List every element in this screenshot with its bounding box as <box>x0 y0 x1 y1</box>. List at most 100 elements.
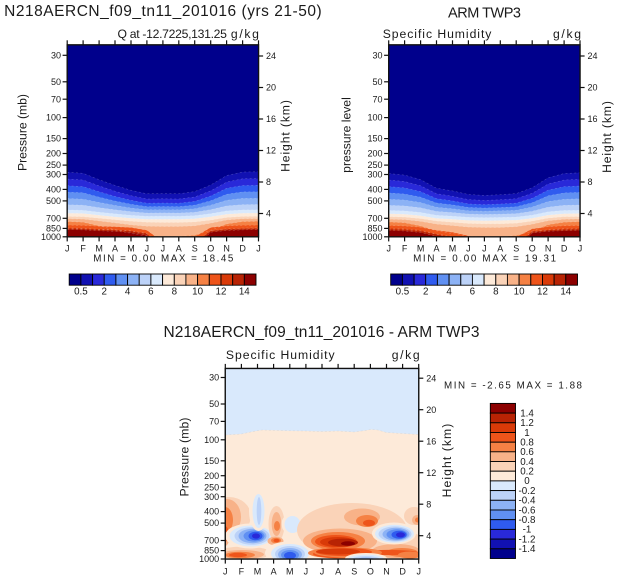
svg-text:J: J <box>466 244 471 254</box>
svg-text:Pressure (mb): Pressure (mb) <box>16 94 30 171</box>
svg-text:MIN = 0.00 MAX = 18.45: MIN = 0.00 MAX = 18.45 <box>93 254 234 265</box>
svg-text:M: M <box>95 244 103 254</box>
svg-text:J: J <box>320 567 325 577</box>
svg-text:O: O <box>207 244 214 254</box>
svg-text:150: 150 <box>204 456 219 466</box>
svg-text:20: 20 <box>426 405 436 415</box>
svg-text:J: J <box>161 244 166 254</box>
svg-text:10: 10 <box>514 287 525 298</box>
svg-text:1: 1 <box>524 428 529 439</box>
svg-text:250: 250 <box>204 482 219 492</box>
svg-text:300: 300 <box>204 492 219 502</box>
svg-text:g/kg: g/kg <box>392 348 420 362</box>
svg-text:J: J <box>482 244 487 254</box>
svg-text:Specific Humidity: Specific Humidity <box>383 27 493 41</box>
svg-text:24: 24 <box>588 51 598 61</box>
svg-text:20: 20 <box>266 83 276 93</box>
svg-text:Specific Humidity: Specific Humidity <box>226 348 336 362</box>
svg-text:pressure level: pressure level <box>340 97 354 173</box>
svg-text:4: 4 <box>446 287 452 298</box>
svg-text:Height (km): Height (km) <box>600 101 614 173</box>
svg-text:1000: 1000 <box>199 554 219 564</box>
svg-text:50: 50 <box>209 399 219 409</box>
svg-text:8: 8 <box>266 177 271 187</box>
svg-text:700: 700 <box>46 213 61 223</box>
svg-text:1.2: 1.2 <box>520 418 534 429</box>
svg-text:0.4: 0.4 <box>520 457 534 468</box>
svg-text:A: A <box>433 244 439 254</box>
svg-text:30: 30 <box>51 50 61 60</box>
svg-text:N: N <box>545 244 552 254</box>
svg-text:A: A <box>497 244 503 254</box>
svg-text:12: 12 <box>537 287 548 298</box>
svg-text:J: J <box>386 244 391 254</box>
svg-text:Height (km): Height (km) <box>440 424 454 498</box>
svg-text:500: 500 <box>367 196 382 206</box>
svg-text:S: S <box>351 567 357 577</box>
svg-text:J: J <box>304 567 309 577</box>
svg-text:16: 16 <box>426 436 436 446</box>
svg-text:1000: 1000 <box>41 232 61 242</box>
svg-text:0.6: 0.6 <box>520 447 534 458</box>
svg-text:-1: -1 <box>523 525 532 536</box>
svg-text:10: 10 <box>192 287 203 298</box>
svg-text:N218AERCN_f09_tn11_201016 (yrs: N218AERCN_f09_tn11_201016 (yrs 21-50) <box>4 3 322 20</box>
svg-text:12: 12 <box>426 468 436 478</box>
svg-text:D: D <box>561 244 568 254</box>
svg-text:N: N <box>223 244 230 254</box>
svg-text:S: S <box>192 244 198 254</box>
svg-text:400: 400 <box>367 185 382 195</box>
svg-text:0: 0 <box>524 476 530 487</box>
svg-text:400: 400 <box>46 185 61 195</box>
svg-text:M: M <box>417 244 425 254</box>
svg-text:-0.2: -0.2 <box>519 486 536 497</box>
svg-text:700: 700 <box>204 536 219 546</box>
svg-text:M: M <box>254 567 262 577</box>
svg-text:100: 100 <box>46 113 61 123</box>
svg-text:300: 300 <box>367 170 382 180</box>
svg-text:250: 250 <box>46 160 61 170</box>
svg-text:12: 12 <box>588 146 598 156</box>
svg-text:6: 6 <box>470 287 476 298</box>
svg-text:S: S <box>513 244 519 254</box>
svg-text:0.8: 0.8 <box>520 438 534 449</box>
svg-text:J: J <box>416 567 421 577</box>
svg-text:M: M <box>286 567 294 577</box>
svg-text:70: 70 <box>51 94 61 104</box>
svg-text:M: M <box>127 244 135 254</box>
svg-text:1.4: 1.4 <box>520 408 534 419</box>
svg-text:700: 700 <box>367 213 382 223</box>
svg-text:N: N <box>383 567 390 577</box>
svg-text:g/kg: g/kg <box>553 27 581 41</box>
svg-text:100: 100 <box>367 113 382 123</box>
svg-text:50: 50 <box>51 77 61 87</box>
svg-text:J: J <box>578 244 583 254</box>
svg-text:ARM TWP3: ARM TWP3 <box>448 6 521 22</box>
svg-text:D: D <box>239 244 246 254</box>
svg-text:8: 8 <box>426 499 431 509</box>
svg-text:400: 400 <box>204 507 219 517</box>
svg-text:6: 6 <box>148 287 154 298</box>
svg-text:4: 4 <box>426 531 431 541</box>
svg-text:2: 2 <box>101 287 106 298</box>
svg-text:0.2: 0.2 <box>520 467 534 478</box>
svg-text:500: 500 <box>204 518 219 528</box>
svg-text:MIN = -2.65 MAX = 1.88: MIN = -2.65 MAX = 1.88 <box>444 381 583 392</box>
svg-text:24: 24 <box>266 51 276 61</box>
svg-text:12: 12 <box>266 146 276 156</box>
svg-text:0.5: 0.5 <box>74 287 88 298</box>
svg-text:300: 300 <box>46 170 61 180</box>
svg-text:850: 850 <box>204 546 219 556</box>
svg-text:F: F <box>402 244 408 254</box>
svg-text:A: A <box>335 567 341 577</box>
svg-text:50: 50 <box>372 77 382 87</box>
svg-text:J: J <box>256 244 261 254</box>
svg-text:2: 2 <box>423 287 428 298</box>
svg-text:30: 30 <box>372 50 382 60</box>
svg-text:O: O <box>367 567 374 577</box>
svg-text:20: 20 <box>588 83 598 93</box>
svg-text:8: 8 <box>588 177 593 187</box>
svg-text:N218AERCN_f09_tn11_201016 - AR: N218AERCN_f09_tn11_201016 - ARM TWP3 <box>164 324 480 341</box>
svg-text:200: 200 <box>367 149 382 159</box>
svg-text:0.5: 0.5 <box>396 287 410 298</box>
